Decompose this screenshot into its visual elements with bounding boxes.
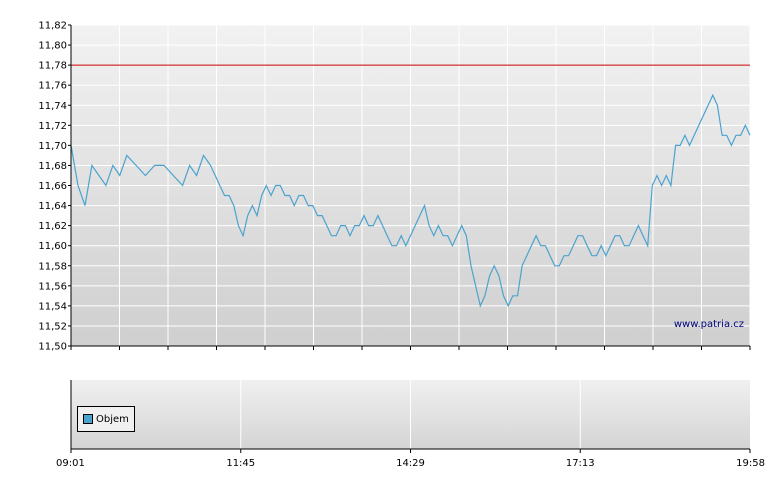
time-tick-labels: 09:01 11:45 14:29 17:13 19:58 — [56, 458, 765, 469]
price-y-tick-label: 11,80 — [38, 41, 67, 52]
time-tick-label: 11:45 — [226, 458, 255, 469]
price-y-tick-label: 11,60 — [38, 241, 67, 252]
watermark: www.patria.cz — [674, 319, 744, 330]
time-tick-label: 17:13 — [566, 458, 595, 469]
time-tick-label: 14:29 — [396, 458, 425, 469]
price-y-tick-label: 11,78 — [38, 61, 67, 72]
price-y-tick-labels: 11,82 11,80 11,78 11,76 11,74 11,72 11,70 11,68… — [38, 21, 67, 353]
time-tick-label: 19:58 — [736, 458, 765, 469]
price-y-tick-label: 11,74 — [38, 101, 67, 112]
volume-legend-swatch — [83, 414, 93, 424]
time-tick-label: 09:01 — [56, 458, 85, 469]
price-y-tick-label: 11,56 — [38, 281, 67, 292]
volume-gridlines — [240, 380, 581, 449]
volume-legend: Objem — [77, 406, 135, 432]
price-y-tick-label: 11,62 — [38, 221, 67, 232]
price-y-tick-label: 11,68 — [38, 161, 67, 172]
volume-x-tick-marks — [70, 449, 751, 453]
price-y-tick-label: 11,66 — [38, 181, 67, 192]
price-y-tick-label: 11,72 — [38, 121, 67, 132]
price-y-tick-label: 11,82 — [38, 21, 67, 32]
price-series-line — [70, 93, 751, 308]
price-y-tick-label: 11,50 — [38, 342, 67, 353]
price-y-tick-label: 11,52 — [38, 321, 67, 332]
price-y-tick-label: 11,76 — [38, 81, 67, 92]
volume-legend-label: Objem — [96, 413, 129, 425]
time-gridlines — [119, 25, 751, 346]
price-y-tick-label: 11,54 — [38, 301, 67, 312]
price-x-tick-marks — [70, 346, 751, 350]
price-y-tick-label: 11,58 — [38, 261, 67, 272]
price-y-tick-label: 11,70 — [38, 141, 67, 152]
price-y-tick-label: 11,64 — [38, 201, 67, 212]
